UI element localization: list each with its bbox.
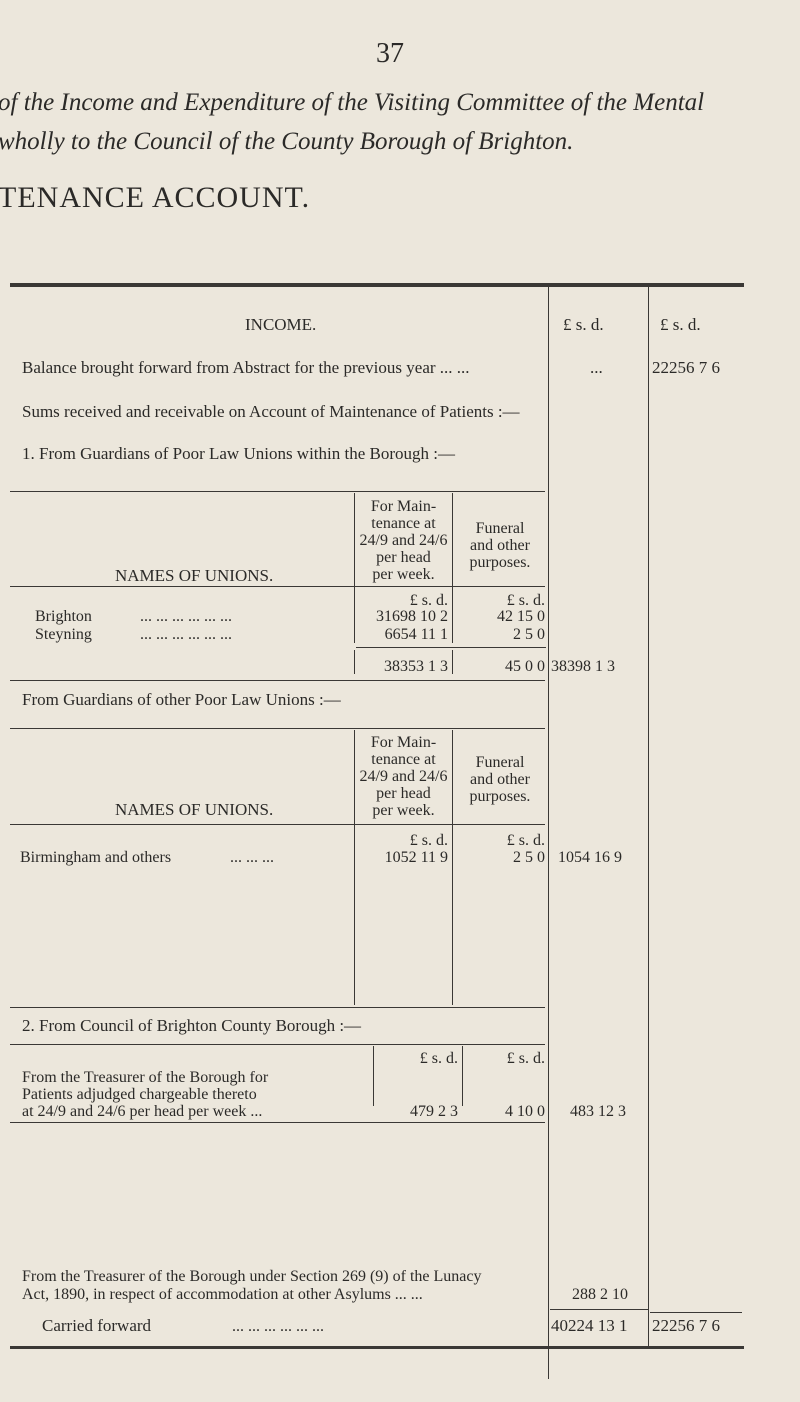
funeral-value: 2 5 0 bbox=[513, 849, 545, 866]
rule bbox=[10, 1044, 545, 1045]
text: From the Treasurer of the Borough for bbox=[22, 1069, 269, 1086]
text: For Main- bbox=[370, 734, 437, 751]
rule bbox=[10, 1007, 545, 1008]
section1-total: 38398 1 3 bbox=[551, 658, 615, 675]
funeral-header: Funeral and other purposes. bbox=[453, 520, 547, 571]
text: per head bbox=[376, 785, 431, 802]
sums-label: Sums received and receivable on Account … bbox=[22, 402, 520, 421]
total-maint: 38353 1 3 bbox=[384, 658, 448, 675]
rule bbox=[373, 1046, 374, 1106]
treasurer-funeral: 4 10 0 bbox=[505, 1103, 545, 1120]
page-number: 37 bbox=[376, 38, 404, 69]
section269-line-2: Act, 1890, in respect of accommodation a… bbox=[22, 1286, 423, 1303]
rule bbox=[10, 1122, 545, 1123]
leader-dots: ... ... ... bbox=[230, 849, 274, 866]
col-rule-1 bbox=[548, 287, 549, 1379]
rule bbox=[10, 824, 545, 825]
rule bbox=[462, 1046, 463, 1106]
balance-col1: ... bbox=[590, 358, 603, 377]
funeral-value: 2 5 0 bbox=[513, 626, 545, 643]
funeral-header: Funeral and other purposes. bbox=[453, 754, 547, 805]
rule bbox=[354, 650, 355, 674]
text: tenance at bbox=[371, 751, 436, 768]
treasurer-maint: 479 2 3 bbox=[410, 1103, 458, 1120]
lsd-subheader: £ s. d. bbox=[506, 832, 545, 849]
rule bbox=[10, 680, 545, 681]
text: Patients adjudged chargeable thereto bbox=[22, 1086, 257, 1103]
rule bbox=[452, 730, 453, 1005]
rule bbox=[452, 650, 453, 674]
balance-label: Balance brought forward from Abstract fo… bbox=[22, 358, 470, 377]
lsd-subheader: £ s. d. bbox=[419, 1050, 458, 1067]
text: tenance at bbox=[371, 515, 436, 532]
rule bbox=[10, 728, 545, 729]
text: and other bbox=[470, 537, 530, 554]
balance-col2: 22256 7 6 bbox=[652, 358, 720, 377]
text: 24/9 and 24/6 bbox=[359, 768, 448, 785]
section269-line-1: From the Treasurer of the Borough under … bbox=[22, 1268, 482, 1285]
lsd-subheader: £ s. d. bbox=[506, 592, 545, 609]
rule bbox=[650, 1312, 742, 1313]
text: per week. bbox=[372, 802, 435, 819]
bottom-rule bbox=[10, 1346, 744, 1349]
maint-header: For Main-tenance at 24/9 and 24/6 per head… bbox=[355, 498, 452, 583]
carried-forward-col1: 40224 13 1 bbox=[551, 1316, 628, 1335]
lsd-header-1: £ s. d. bbox=[563, 315, 604, 334]
rule bbox=[354, 493, 355, 643]
lsd-subheader: £ s. d. bbox=[409, 592, 448, 609]
text: 24/9 and 24/6 bbox=[359, 532, 448, 549]
title-line-2: wholly to the Council of the County Boro… bbox=[0, 128, 574, 155]
maint-value: 1052 11 9 bbox=[384, 849, 448, 866]
text: Funeral bbox=[475, 520, 525, 537]
section269-total: 288 2 10 bbox=[572, 1286, 628, 1303]
maint-value: 31698 10 2 bbox=[376, 608, 448, 625]
carried-forward-col2: 22256 7 6 bbox=[652, 1316, 720, 1335]
title-line-1: of the Income and Expenditure of the Vis… bbox=[0, 89, 705, 116]
carried-forward-label: Carried forward bbox=[42, 1316, 152, 1335]
text: per week. bbox=[372, 566, 435, 583]
union-name: Steyning bbox=[35, 626, 92, 643]
lsd-subheader: £ s. d. bbox=[506, 1050, 545, 1067]
text: For Main- bbox=[370, 498, 437, 515]
rule bbox=[10, 586, 545, 587]
funeral-value: 42 15 0 bbox=[497, 608, 545, 625]
treasurer-text: From the Treasurer of the Borough for Pat… bbox=[22, 1069, 367, 1120]
col-rule-2 bbox=[648, 287, 649, 1349]
section-other-label: From Guardians of other Poor Law Unions … bbox=[22, 690, 341, 709]
names-header: NAMES OF UNIONS. bbox=[115, 566, 274, 585]
union-name: Brighton bbox=[35, 608, 92, 625]
rule bbox=[452, 493, 453, 643]
rule bbox=[550, 1309, 648, 1310]
lsd-subheader: £ s. d. bbox=[409, 832, 448, 849]
maint-header: For Main-tenance at 24/9 and 24/6 per head… bbox=[355, 734, 452, 819]
leader-dots: ... ... ... ... ... ... bbox=[140, 608, 232, 625]
text: and other bbox=[470, 771, 530, 788]
names-header: NAMES OF UNIONS. bbox=[115, 800, 274, 819]
rule bbox=[354, 730, 355, 1005]
leader-dots: ... ... ... ... ... ... bbox=[140, 626, 232, 643]
top-rule bbox=[10, 283, 744, 287]
text: at 24/9 and 24/6 per head per week ... bbox=[22, 1103, 263, 1120]
section2-label: 2. From Council of Brighton County Borou… bbox=[22, 1016, 362, 1035]
union-name: Birmingham and others bbox=[20, 849, 172, 866]
leader-dots: ... ... ... ... ... ... bbox=[232, 1318, 324, 1335]
section1-label: 1. From Guardians of Poor Law Unions wit… bbox=[22, 444, 455, 463]
other-total: 1054 16 9 bbox=[558, 849, 622, 866]
rule bbox=[356, 647, 546, 648]
maint-value: 6654 11 1 bbox=[384, 626, 448, 643]
total-funeral: 45 0 0 bbox=[505, 658, 545, 675]
text: Funeral bbox=[475, 754, 525, 771]
text: purposes. bbox=[469, 554, 531, 571]
heading: TENANCE ACCOUNT. bbox=[0, 181, 311, 214]
income-label: INCOME. bbox=[245, 315, 317, 334]
text: per head bbox=[376, 549, 431, 566]
rule bbox=[10, 491, 545, 492]
lsd-header-2: £ s. d. bbox=[660, 315, 701, 334]
text: purposes. bbox=[469, 788, 531, 805]
treasurer-total: 483 12 3 bbox=[570, 1103, 626, 1120]
